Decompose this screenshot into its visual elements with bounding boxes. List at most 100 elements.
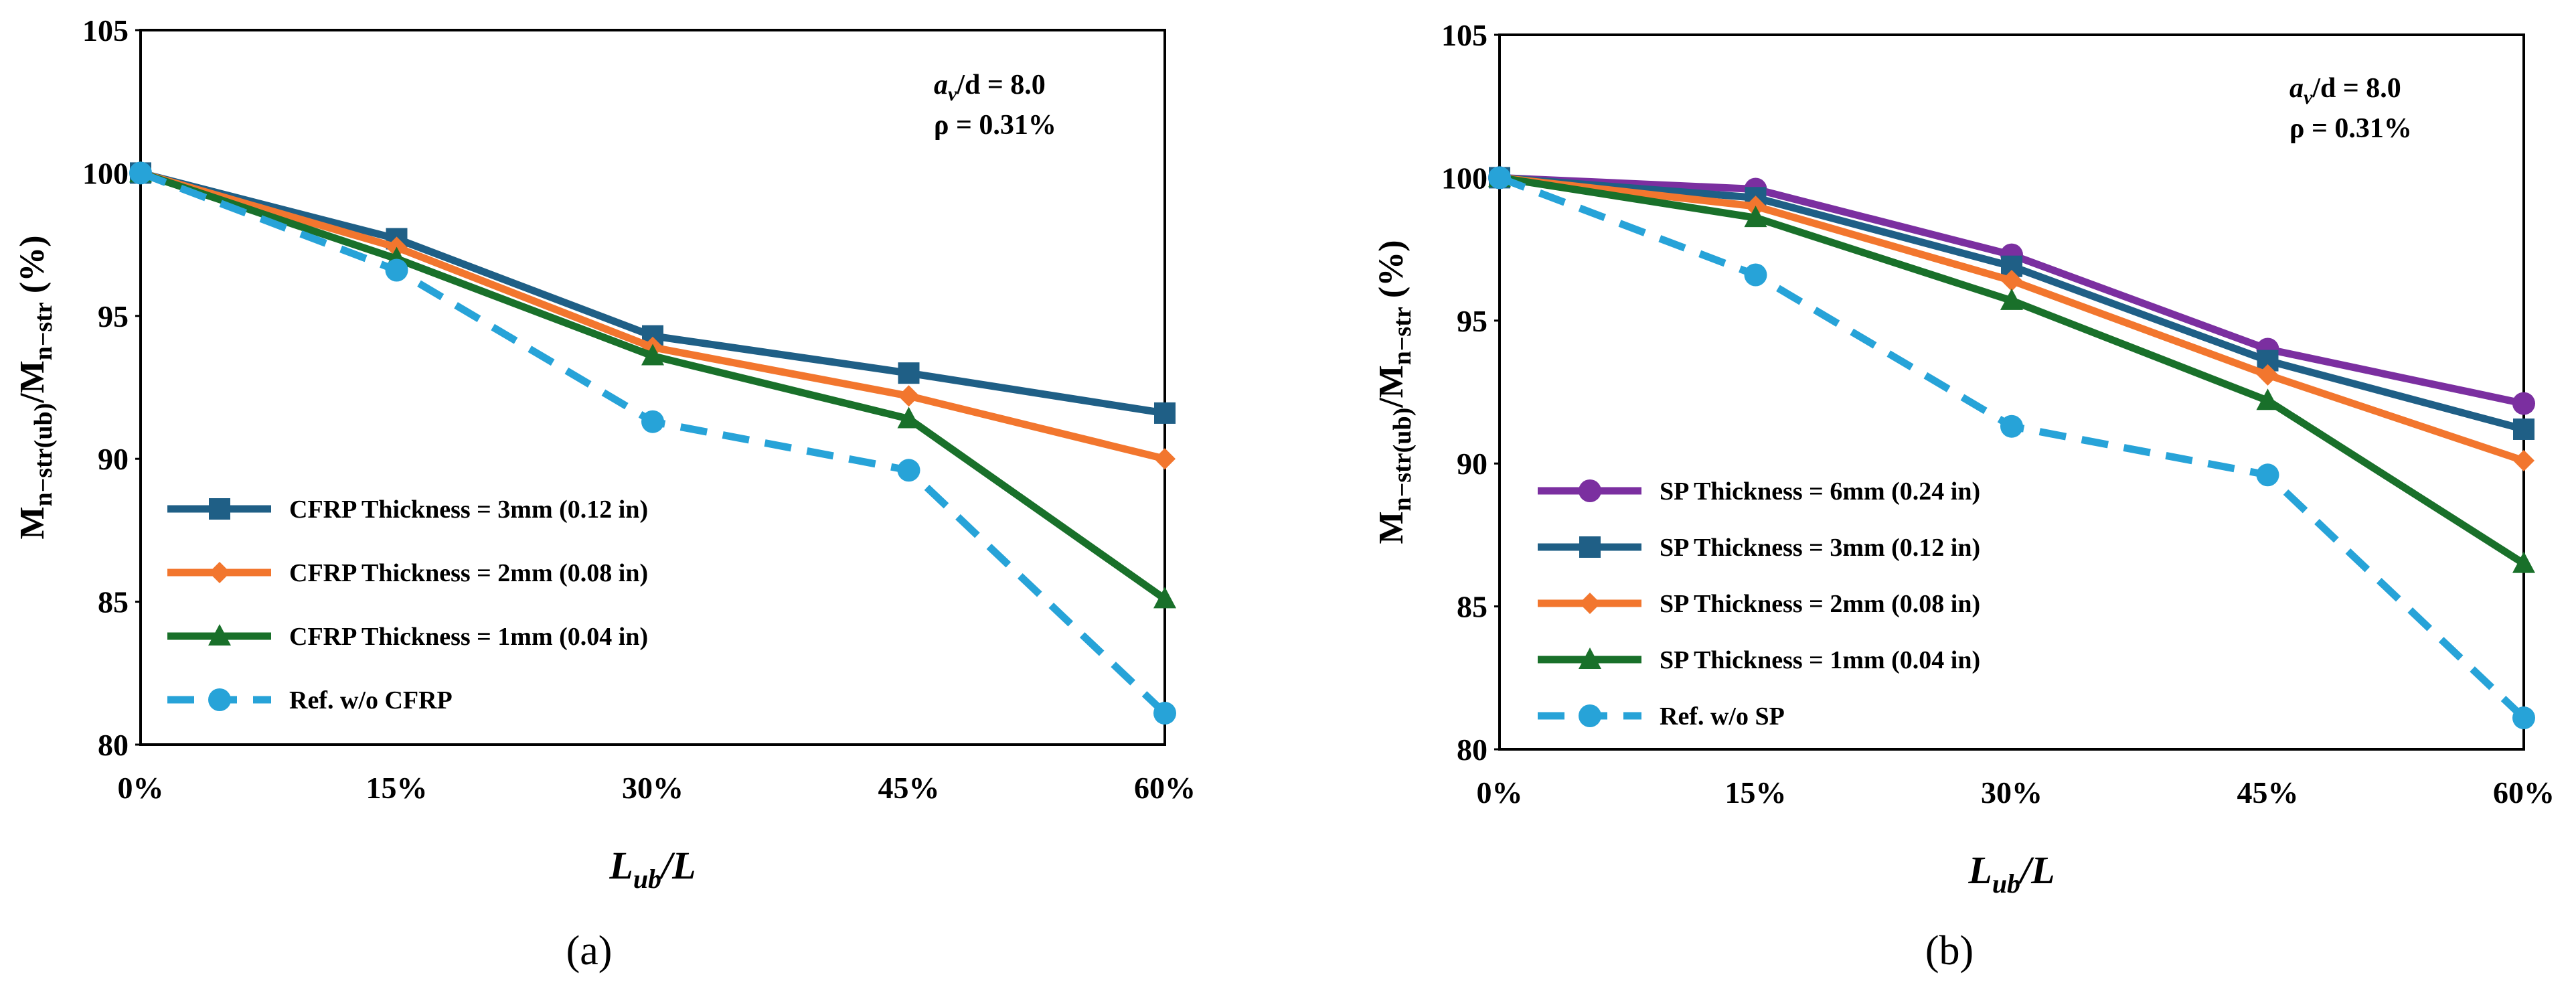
plot-frame — [139, 29, 1166, 746]
data-point — [2512, 392, 2535, 415]
legend-label: Ref. w/o CFRP — [289, 686, 453, 714]
legend-label: SP Thickness = 2mm (0.08 in) — [1660, 590, 1980, 618]
x-tick-label: 0% — [1477, 775, 1523, 810]
series-5 — [1488, 166, 2535, 730]
y-axis-label-subscript: n−str(ub) — [29, 403, 58, 507]
plot-frame — [1498, 33, 2525, 751]
data-point — [897, 406, 920, 429]
y-tick-label: 95 — [98, 299, 129, 333]
x-tick-label: 0% — [118, 771, 164, 805]
x-axis-label: Lub/L — [609, 844, 696, 894]
data-point — [1153, 702, 1176, 725]
y-axis-label: Mn−str(ub)/Mn−str (%) — [13, 235, 58, 539]
data-point — [385, 258, 408, 282]
x-tick-label: 30% — [622, 771, 683, 805]
y-axis-label-subscript: n−str(ub) — [1388, 408, 1417, 512]
series-4 — [129, 161, 1176, 725]
x-tick-label: 60% — [2493, 775, 2555, 810]
series-4 — [1488, 165, 2535, 573]
x-axis-label-subscript: ub — [1992, 868, 2020, 899]
annotation-ratio-value: /d = 8.0 — [956, 70, 1045, 100]
legend-marker — [208, 688, 231, 711]
y-tick-label: 85 — [98, 585, 129, 619]
x-axis-label-tail: /L — [2018, 848, 2055, 892]
legend-marker — [209, 562, 230, 583]
data-point — [2513, 418, 2534, 440]
annotation-ratio-subscript: v — [2304, 86, 2313, 108]
legend: CFRP Thickness = 3mm (0.12 in) CFRP Thick… — [167, 496, 648, 714]
data-point — [2256, 388, 2279, 410]
panel-label: (b) — [1925, 928, 1974, 974]
y-axis-label-unit: (%) — [13, 235, 52, 302]
legend-label: SP Thickness = 1mm (0.04 in) — [1660, 646, 1980, 674]
annotation-ratio-value: /d = 8.0 — [2312, 73, 2401, 104]
y-tick-label: 85 — [1457, 590, 1487, 624]
series-3 — [129, 161, 1176, 609]
annotation-ratio-subscript: v — [948, 83, 957, 105]
x-tick-label: 60% — [1134, 771, 1196, 805]
panel-label: (a) — [566, 928, 613, 974]
x-axis-label-symbol: L — [609, 844, 633, 887]
x-axis-label: Lub/L — [1967, 848, 2055, 899]
data-point — [897, 459, 920, 482]
x-tick-label: 30% — [1981, 775, 2042, 810]
data-point — [641, 410, 664, 433]
x-axis-label-subscript: ub — [633, 864, 661, 894]
data-point — [1154, 402, 1176, 424]
y-tick-label: 95 — [1457, 304, 1487, 338]
legend-marker — [1579, 704, 1601, 727]
data-point — [129, 161, 152, 185]
annotation-rho: ρ = 0.31% — [2289, 113, 2412, 144]
data-point — [2512, 551, 2535, 573]
legend-marker — [209, 498, 230, 520]
series-1 — [130, 162, 1176, 424]
y-tick-label: 80 — [98, 728, 129, 762]
x-tick-label: 45% — [878, 771, 940, 805]
y-axis-label: Mn−str(ub)/Mn−str (%) — [1372, 240, 1417, 544]
annotation-ratio: av/d = 8.0 — [934, 70, 1046, 105]
y-axis-label-symbol: M — [1372, 511, 1411, 544]
data-point — [2000, 414, 2023, 438]
data-point — [641, 344, 664, 366]
data-point — [2513, 449, 2534, 471]
annotation-ratio-symbol: a — [2289, 73, 2304, 104]
legend-marker — [1579, 648, 1601, 669]
y-tick-label: 105 — [1441, 18, 1487, 52]
data-point — [1154, 448, 1176, 470]
y-axis-label-symbol: M — [13, 506, 52, 539]
y-axis-label-divider: /M — [13, 360, 52, 404]
y-axis-label-unit: (%) — [1372, 240, 1411, 307]
data-point — [2256, 463, 2279, 487]
y-tick-label: 100 — [82, 156, 129, 190]
legend-label: SP Thickness = 6mm (0.24 in) — [1660, 477, 1980, 506]
legend-marker — [1579, 593, 1601, 614]
y-axis-label-subscript-2: n−str — [1388, 307, 1417, 365]
legend-marker — [208, 624, 231, 646]
chart-panel-b: 80 85 90 95 100 105 0% 15% 30% 45% 60% SP Thickness… — [1372, 18, 2555, 974]
data-point — [2257, 364, 2279, 386]
x-tick-label: 15% — [1725, 775, 1787, 810]
data-point — [2000, 288, 2023, 310]
data-point — [898, 385, 920, 407]
data-point — [1744, 206, 1767, 228]
data-point — [898, 362, 920, 384]
annotation-rho: ρ = 0.31% — [934, 110, 1056, 141]
y-tick-label: 90 — [1457, 447, 1487, 481]
data-point — [2001, 270, 2022, 292]
annotation-ratio-symbol: a — [934, 70, 948, 100]
legend-label: CFRP Thickness = 2mm (0.08 in) — [289, 559, 648, 587]
y-axis-label-subscript-2: n−str — [29, 302, 58, 360]
chart-panel-a: 80 85 90 95 100 105 0% 15% 30% 45% 60% CFRP Thickne… — [13, 13, 1196, 974]
legend: SP Thickness = 6mm (0.24 in) SP Thickness… — [1538, 477, 1980, 731]
y-tick-label: 80 — [1457, 733, 1487, 767]
legend-label: SP Thickness = 3mm (0.12 in) — [1660, 534, 1980, 562]
y-tick-label: 100 — [1441, 161, 1487, 195]
x-axis-label-tail: /L — [659, 844, 696, 887]
x-axis-label-symbol: L — [1967, 848, 1992, 892]
legend-label: Ref. w/o SP — [1660, 702, 1785, 731]
annotation-ratio: av/d = 8.0 — [2289, 73, 2401, 108]
legend-label: CFRP Thickness = 1mm (0.04 in) — [289, 623, 648, 651]
data-point — [1488, 166, 1511, 190]
y-tick-label: 90 — [98, 442, 129, 476]
